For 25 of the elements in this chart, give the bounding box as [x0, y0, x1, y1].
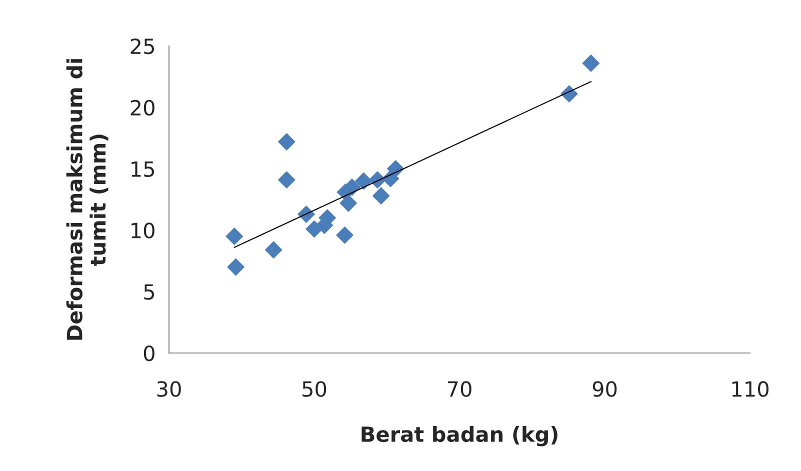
point: [278, 133, 296, 151]
y-tick-label: 20: [130, 100, 154, 116]
y-tick-label: 25: [130, 38, 154, 54]
point: [278, 171, 296, 189]
point: [264, 241, 282, 259]
y-tick-label: 10: [132, 222, 154, 238]
point: [336, 226, 354, 244]
x-tick-label: 50: [302, 381, 326, 397]
point: [582, 54, 600, 72]
point: [340, 194, 358, 212]
y-tick-label: 5: [144, 284, 154, 300]
x-axis-title: Berat badan (kg): [362, 426, 558, 446]
y-tick-label: 15: [132, 162, 154, 178]
point: [354, 172, 372, 190]
x-tick-label: 30: [157, 381, 181, 397]
x-tick-label: 90: [592, 381, 617, 397]
point: [372, 187, 390, 205]
x-tick-label: 110: [732, 381, 768, 397]
point: [386, 160, 404, 178]
point: [560, 85, 578, 103]
y-axis-title: Deformasi maksimum di tumit (mm): [66, 59, 108, 340]
point: [226, 228, 244, 246]
y-tick-label: 0: [144, 345, 154, 362]
x-tick-label: 70: [448, 381, 472, 397]
point: [227, 258, 245, 276]
